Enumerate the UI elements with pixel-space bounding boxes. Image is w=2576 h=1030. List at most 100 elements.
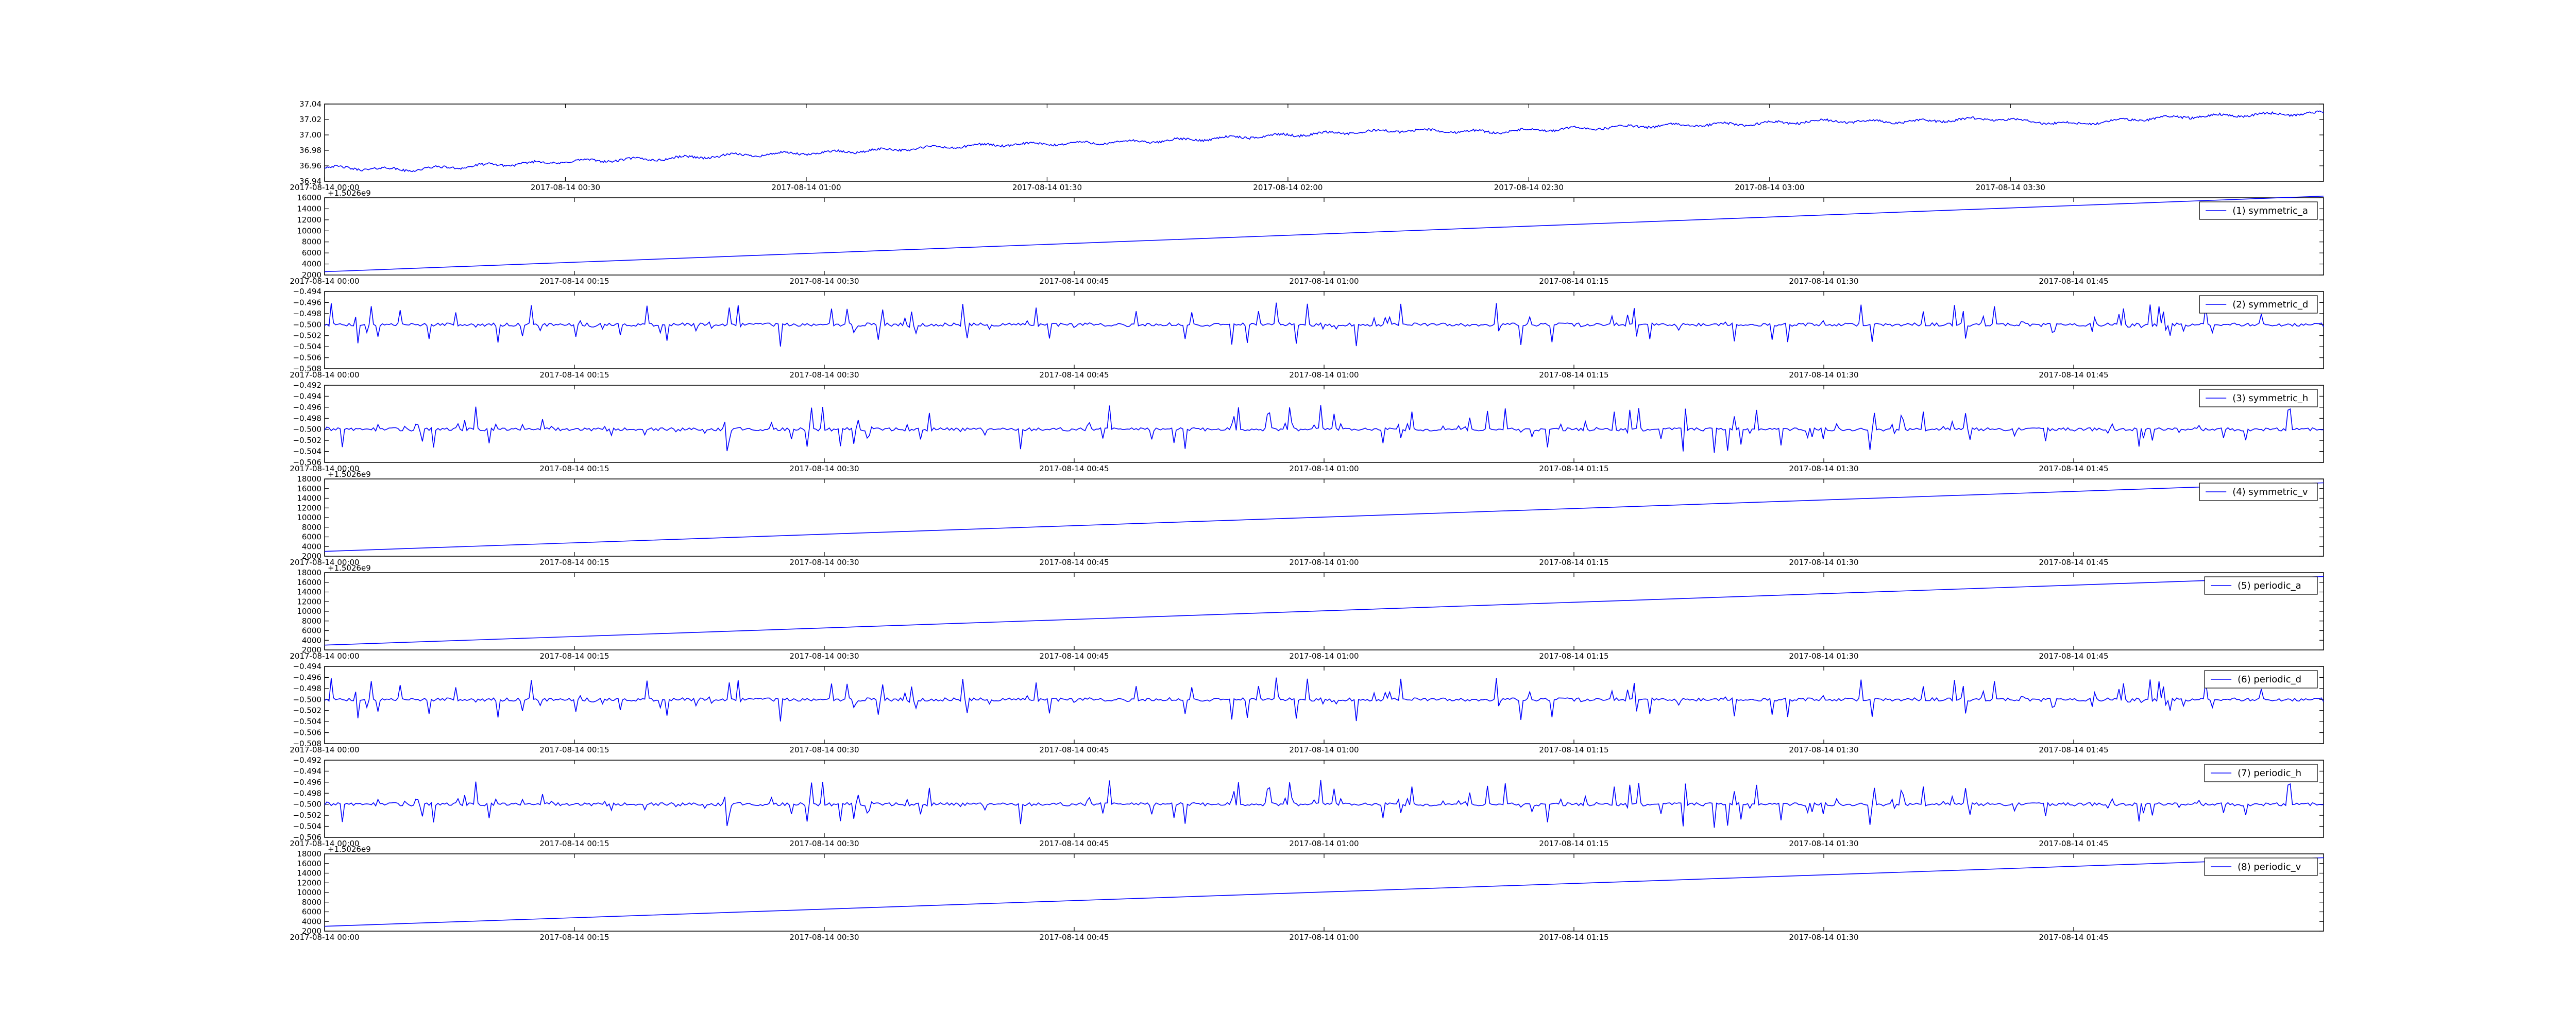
y-tick-label: −0.504 [293, 717, 321, 726]
y-tick-label: −0.494 [293, 766, 321, 776]
x-tick-label: 2017-08-14 01:30 [1789, 933, 1858, 942]
y-tick-label: 6000 [302, 626, 321, 636]
subplot-4: −0.506 −0.504 −0.502 −0.500 −0.498 −0.496 −0.4… [290, 381, 2324, 473]
x-tick-label: 2017-08-14 00:45 [1039, 745, 1109, 754]
subplot-5: 2000400060008000100001200014000160001800… [290, 470, 2324, 567]
series-line [324, 677, 2324, 722]
x-tick-label: 2017-08-14 01:45 [2039, 464, 2108, 473]
y-tick-label: 14000 [297, 204, 321, 213]
y-tick-label: 2000 [302, 552, 321, 561]
x-tick-label: 2017-08-14 00:45 [1039, 464, 1109, 473]
x-tick-label: 2017-08-14 01:30 [1789, 745, 1858, 754]
y-tick-label: 36.96 [299, 161, 321, 170]
x-tick-label: 2017-08-14 01:45 [2039, 651, 2108, 661]
x-tick-label: 2017-08-14 01:30 [1789, 558, 1858, 567]
y-tick-label: −0.506 [293, 728, 321, 737]
x-tick-label: 2017-08-14 00:00 [290, 183, 359, 192]
series-line [324, 576, 2324, 646]
x-tick-label: 2017-08-14 01:15 [1539, 277, 1608, 286]
axes-frame [324, 385, 2324, 463]
y-tick-label: 6000 [302, 907, 321, 917]
legend-label: (5) periodic_a [2238, 580, 2301, 591]
legend-label: (8) periodic_v [2238, 862, 2301, 872]
legend: (1) symmetric_a [2199, 201, 2318, 220]
y-tick-label: 4000 [302, 636, 321, 645]
x-tick-label: 2017-08-14 01:00 [1289, 745, 1359, 754]
x-tick-label: 2017-08-14 00:45 [1039, 933, 1109, 942]
y-tick-label: 4000 [302, 542, 321, 551]
y-tick-label: −0.502 [293, 436, 321, 445]
x-tick-label: 2017-08-14 01:30 [1789, 277, 1858, 286]
axes-frame [324, 104, 2324, 182]
axes-frame [324, 666, 2324, 744]
x-tick-label: 2017-08-14 01:45 [2039, 277, 2108, 286]
x-tick-label: 2017-08-14 00:30 [789, 745, 859, 754]
x-tick-label: 2017-08-14 00:15 [539, 558, 609, 567]
y-tick-label: −0.494 [293, 391, 321, 401]
y-tick-label: 4000 [302, 260, 321, 269]
subplot-1: 36.94 36.96 36.98 37.00 37.02 37.04 2017-08-14… [290, 99, 2324, 192]
x-tick-label: 2017-08-14 00:00 [290, 839, 359, 848]
y-tick-label: 14000 [297, 494, 321, 503]
y-tick-label: −0.496 [293, 403, 321, 412]
y-tick-label: −0.506 [293, 353, 321, 363]
x-tick-label: 2017-08-14 01:45 [2039, 933, 2108, 942]
axes-frame [324, 478, 2324, 557]
x-tick-label: 2017-08-14 01:15 [1539, 370, 1608, 380]
x-tick-label: 2017-08-14 01:30 [1789, 464, 1858, 473]
y-tick-label: 16000 [297, 859, 321, 868]
x-tick-label: 2017-08-14 00:15 [539, 370, 609, 380]
y-tick-label: −0.496 [293, 298, 321, 307]
x-tick-label: 2017-08-14 01:45 [2039, 558, 2108, 567]
y-tick-label: −0.494 [293, 662, 321, 671]
axes-frame [324, 291, 2324, 369]
legend-label: (4) symmetric_v [2232, 487, 2308, 497]
x-tick-label: 2017-08-14 00:30 [789, 839, 859, 848]
y-tick-label: 16000 [297, 484, 321, 493]
x-tick-label: 2017-08-14 00:00 [290, 558, 359, 567]
legend: (3) symmetric_h [2199, 389, 2318, 407]
y-tick-label: −0.500 [293, 320, 321, 329]
x-tick-label: 2017-08-14 01:00 [1289, 558, 1359, 567]
x-tick-label: 2017-08-14 01:15 [1539, 558, 1608, 567]
y-tick-label: 8000 [302, 237, 321, 247]
y-tick-label: −0.504 [293, 447, 321, 456]
x-tick-label: 2017-08-14 01:00 [1289, 839, 1359, 848]
series-line [324, 405, 2324, 453]
y-tick-label: −0.508 [293, 739, 321, 748]
y-tick-label: −0.502 [293, 706, 321, 715]
x-tick-label: 2017-08-14 00:30 [789, 370, 859, 380]
series-line [324, 195, 2324, 272]
x-tick-label: 2017-08-14 01:00 [1289, 933, 1359, 942]
y-tick-label: −0.500 [293, 425, 321, 434]
legend: (6) periodic_d [2204, 670, 2318, 689]
y-tick-label: 18000 [297, 568, 321, 577]
y-tick-label: 18000 [297, 849, 321, 859]
x-tick-label: 2017-08-14 00:30 [789, 277, 859, 286]
y-tick-label: 14000 [297, 588, 321, 597]
y-tick-label: 6000 [302, 533, 321, 542]
y-tick-label: −0.500 [293, 800, 321, 809]
x-tick-label: 2017-08-14 00:45 [1039, 370, 1109, 380]
legend: (7) periodic_h [2204, 764, 2318, 782]
legend-label: (6) periodic_d [2238, 674, 2301, 685]
x-tick-label: 2017-08-14 01:15 [1539, 745, 1608, 754]
y-tick-label: 12000 [297, 597, 321, 606]
x-tick-label: 2017-08-14 01:00 [1289, 651, 1359, 661]
legend-label: (3) symmetric_h [2232, 393, 2308, 404]
y-tick-label: 6000 [302, 248, 321, 258]
y-tick-label: 10000 [297, 607, 321, 616]
offset-label: +1.5026e9 [328, 470, 371, 479]
x-tick-label: 2017-08-14 03:30 [1976, 183, 2045, 192]
x-tick-label: 2017-08-14 00:00 [290, 464, 359, 473]
y-tick-label: 18000 [297, 474, 321, 484]
subplot-7: −0.508 −0.506 −0.504 −0.502 −0.500 −0.498 −0.4… [290, 662, 2324, 754]
y-tick-label: −0.504 [293, 822, 321, 831]
y-tick-label: 2000 [302, 926, 321, 936]
legend: (5) periodic_a [2204, 576, 2318, 595]
offset-label: +1.5026e9 [328, 563, 371, 573]
x-tick-label: 2017-08-14 01:45 [2039, 839, 2108, 848]
x-tick-label: 2017-08-14 01:00 [771, 183, 841, 192]
y-tick-label: 36.98 [299, 146, 321, 155]
y-tick-label: −0.500 [293, 695, 321, 704]
